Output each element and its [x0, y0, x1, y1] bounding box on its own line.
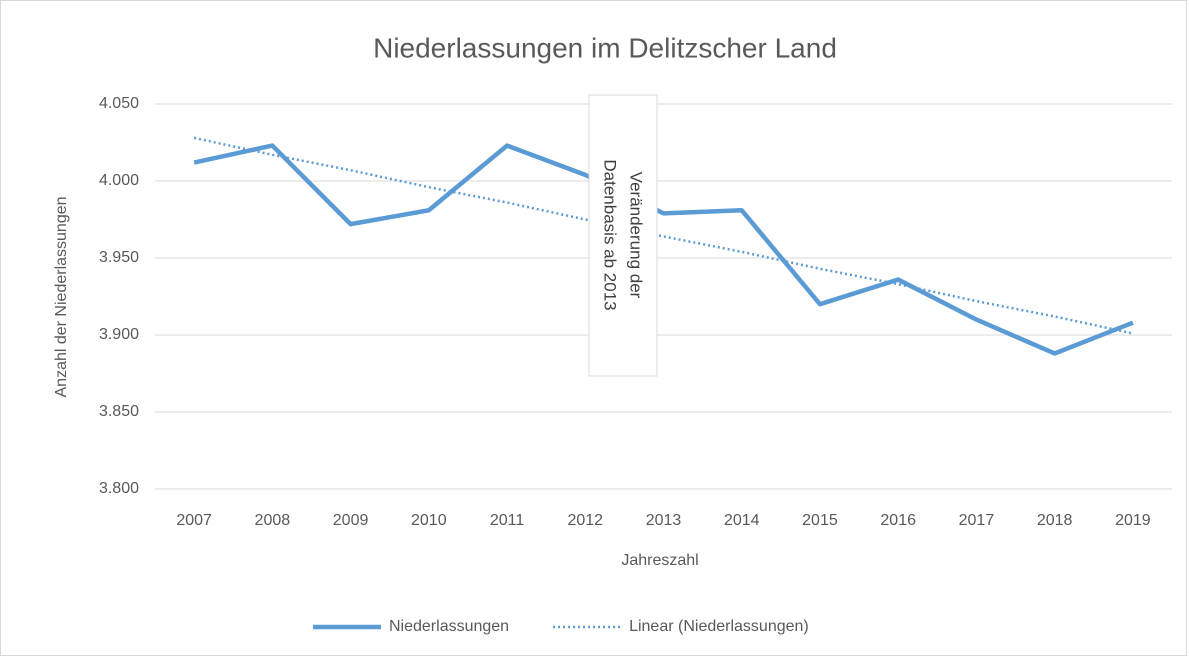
y-tick-label: 4.000: [99, 172, 139, 189]
y-tick-label: 3.950: [99, 249, 139, 266]
x-tick-label: 2011: [490, 512, 525, 529]
x-axis-label: Jahreszahl: [621, 552, 698, 569]
x-tick-label: 2008: [255, 512, 291, 529]
legend-label: Niederlassungen: [389, 618, 509, 635]
x-tick-label: 2007: [176, 512, 212, 529]
x-tick-label: 2016: [880, 512, 916, 529]
x-tick-label: 2012: [567, 512, 603, 529]
y-tick-label: 3.900: [99, 326, 139, 343]
chart-title: Niederlassungen im Delitzscher Land: [373, 32, 837, 63]
x-tick-label: 2018: [1037, 512, 1073, 529]
x-tick-label: 2010: [411, 512, 447, 529]
y-axis-label: Anzahl der Niederlassungen: [53, 196, 70, 397]
x-tick-label: 2015: [802, 512, 838, 529]
x-tick-label: 2009: [333, 512, 369, 529]
annotation-box: [588, 94, 658, 377]
legend-label: Linear (Niederlassungen): [629, 618, 809, 635]
y-tick-label: 3.850: [99, 403, 139, 420]
y-tick-label: 3.800: [99, 480, 139, 497]
x-tick-label: 2013: [646, 512, 682, 529]
annotation: Veränderung der Datenbasis ab 2013: [601, 159, 646, 310]
x-tick-label: 2019: [1115, 512, 1151, 529]
series-line: [193, 143, 1134, 356]
annotation-text: Veränderung der: [627, 172, 646, 299]
annotation-text: Datenbasis ab 2013: [601, 159, 620, 310]
x-tick-label: 2017: [959, 512, 995, 529]
y-tick-label: 4.050: [99, 95, 139, 112]
x-tick-label: 2014: [724, 512, 760, 529]
